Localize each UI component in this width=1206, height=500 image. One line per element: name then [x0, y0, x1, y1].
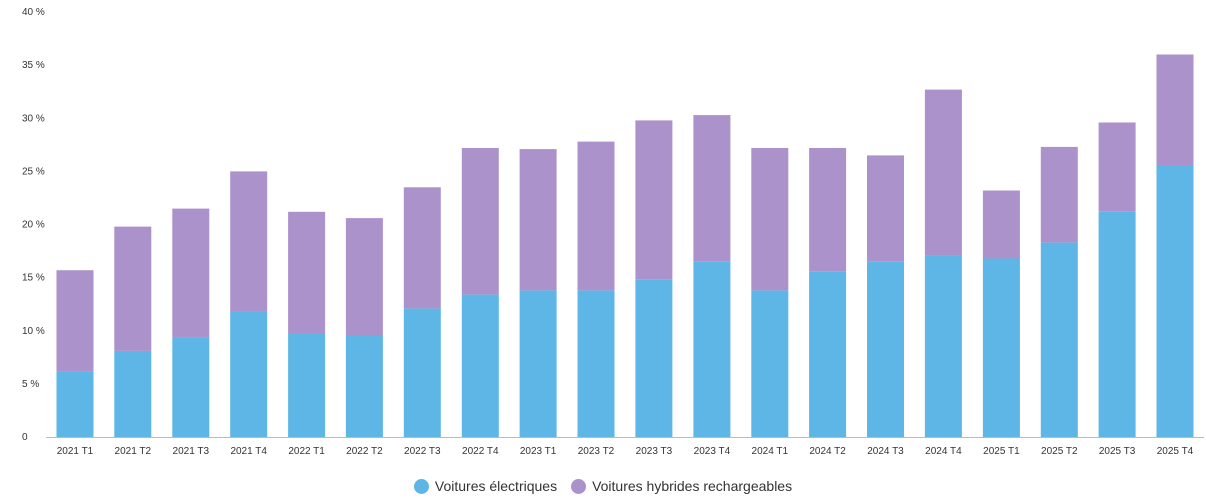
- bar-electric: [635, 280, 672, 437]
- bar-plugin-hybrid: [57, 270, 94, 371]
- bar-electric: [1157, 165, 1194, 437]
- bar-electric: [751, 290, 788, 437]
- x-tick-label: 2025 T1: [983, 446, 1020, 457]
- bar-electric: [520, 290, 557, 437]
- x-tick-label: 2021 T4: [230, 446, 267, 457]
- bar-electric: [867, 262, 904, 437]
- x-tick-label: 2022 T3: [404, 446, 441, 457]
- x-tick-label: 2022 T2: [346, 446, 383, 457]
- x-tick-label: 2021 T2: [115, 446, 152, 457]
- bar-electric: [288, 334, 325, 437]
- x-tick-label: 2023 T4: [694, 446, 731, 457]
- bar-electric: [1041, 243, 1078, 437]
- y-tick-label: 30 %: [22, 113, 45, 124]
- bar-plugin-hybrid: [520, 149, 557, 290]
- bar-electric: [114, 351, 151, 437]
- x-tick-label: 2025 T3: [1099, 446, 1136, 457]
- legend-swatch-electric: [414, 479, 429, 494]
- bar-plugin-hybrid: [809, 148, 846, 271]
- stacked-bar-chart: 0 5 % 10 % 15 % 20 % 25 % 30 % 35 % 40 % 2021 T1 2…: [0, 0, 1206, 470]
- bar-plugin-hybrid: [1099, 123, 1136, 212]
- bar-plugin-hybrid: [288, 212, 325, 334]
- bar-electric: [172, 337, 209, 437]
- legend-item-electric: Voitures électriques: [414, 478, 557, 494]
- legend-item-plugin-hybrid: Voitures hybrides rechargeables: [571, 478, 792, 494]
- x-tick-label: 2023 T1: [520, 446, 557, 457]
- y-tick-label: 15 %: [22, 273, 45, 284]
- bar-plugin-hybrid: [462, 148, 499, 295]
- x-tick-label: 2025 T2: [1041, 446, 1078, 457]
- legend-label-plugin-hybrid: Voitures hybrides rechargeables: [592, 478, 792, 494]
- x-tick-label: 2021 T3: [173, 446, 210, 457]
- bar-plugin-hybrid: [1157, 55, 1194, 166]
- bar-electric: [230, 312, 267, 437]
- x-tick-label: 2024 T1: [752, 446, 789, 457]
- y-tick-label: 0: [22, 432, 28, 443]
- bar-plugin-hybrid: [867, 155, 904, 261]
- bar-electric: [346, 335, 383, 437]
- y-tick-label: 5 %: [22, 379, 39, 390]
- x-tick-label: 2024 T4: [925, 446, 962, 457]
- x-tick-label: 2024 T3: [867, 446, 904, 457]
- bar-plugin-hybrid: [635, 120, 672, 279]
- bar-plugin-hybrid: [172, 209, 209, 338]
- bar-plugin-hybrid: [114, 227, 151, 351]
- x-tick-label: 2023 T3: [636, 446, 673, 457]
- y-tick-label: 35 %: [22, 60, 45, 71]
- legend-swatch-plugin-hybrid: [571, 479, 586, 494]
- legend-label-electric: Voitures électriques: [435, 478, 557, 494]
- bar-electric: [983, 259, 1020, 438]
- bar-plugin-hybrid: [346, 218, 383, 335]
- bar-electric: [578, 290, 615, 437]
- x-tick-label: 2021 T1: [57, 446, 94, 457]
- bar-electric: [404, 308, 441, 437]
- bar-electric: [693, 262, 730, 437]
- x-tick-label: 2025 T4: [1157, 446, 1194, 457]
- bar-plugin-hybrid: [578, 142, 615, 291]
- bar-electric: [925, 255, 962, 437]
- y-tick-label: 25 %: [22, 166, 45, 177]
- y-tick-label: 20 %: [22, 220, 45, 231]
- x-tick-label: 2024 T2: [809, 446, 846, 457]
- bar-electric: [462, 295, 499, 437]
- y-tick-label: 40 %: [22, 7, 45, 18]
- bar-plugin-hybrid: [1041, 147, 1078, 243]
- bar-electric: [809, 271, 846, 437]
- x-tick-label: 2022 T4: [462, 446, 499, 457]
- bar-plugin-hybrid: [230, 171, 267, 311]
- bar-plugin-hybrid: [925, 90, 962, 256]
- bar-plugin-hybrid: [693, 115, 730, 262]
- chart-legend: Voitures électriques Voitures hybrides r…: [0, 478, 1206, 494]
- bar-plugin-hybrid: [983, 191, 1020, 259]
- bar-electric: [1099, 212, 1136, 437]
- bar-plugin-hybrid: [404, 187, 441, 308]
- x-tick-label: 2022 T1: [288, 446, 325, 457]
- bar-electric: [57, 371, 94, 437]
- x-tick-label: 2023 T2: [578, 446, 615, 457]
- y-tick-label: 10 %: [22, 326, 45, 337]
- bar-plugin-hybrid: [751, 148, 788, 290]
